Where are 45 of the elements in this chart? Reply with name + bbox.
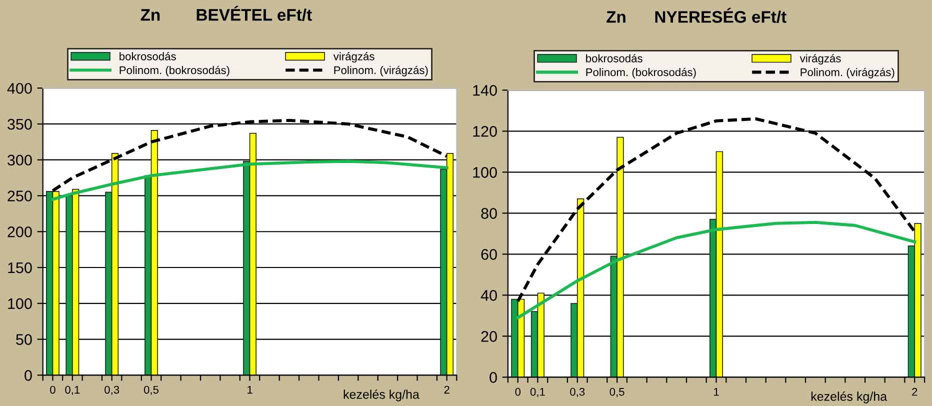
y-tick-label: 100 xyxy=(8,298,32,310)
y-tick-label: 80 xyxy=(481,208,497,219)
legend-label: virágzás xyxy=(800,54,841,65)
y-tick-label: 100 xyxy=(473,167,497,178)
y-tick-label: 0 xyxy=(490,372,497,383)
x-tick-label: 0,5 xyxy=(610,388,624,398)
chart-title: Zn xyxy=(606,11,626,23)
y-tick-label: 120 xyxy=(473,126,497,137)
y-tick-label: 40 xyxy=(480,290,497,301)
x-tick-label: 0 xyxy=(515,388,521,396)
legend-label: Polinom. (virágzás) xyxy=(334,66,428,76)
legend-label: virágzás xyxy=(333,52,374,63)
y-tick-label: 300 xyxy=(8,154,32,166)
chart-subtitle: BEVÉTEL eFt/t xyxy=(196,6,312,21)
x-tick-label: 0,1 xyxy=(65,386,80,396)
x-tick-label: 0 xyxy=(50,386,56,394)
y-tick-label: 20 xyxy=(481,331,497,342)
legend-label: bokrosodás xyxy=(586,54,642,62)
x-axis-title: kezelés kg/ha xyxy=(344,389,420,402)
y-tick-label: 0 xyxy=(24,370,32,381)
x-tick-label: 0,3 xyxy=(104,386,120,396)
x-tick-label: 1 xyxy=(714,388,719,396)
y-tick-label: 60 xyxy=(481,249,497,260)
line-series xyxy=(51,160,448,201)
line-series xyxy=(516,220,916,320)
y-tick-label: 200 xyxy=(8,226,32,238)
x-tick-label: 0,5 xyxy=(144,386,159,396)
legend-label: bokrosodás xyxy=(120,52,176,60)
x-axis-title: kezelés kg/ha xyxy=(811,392,888,404)
chart-subtitle: NYERESÉG eFt/t xyxy=(655,8,786,24)
chart-title: Zn xyxy=(140,9,160,21)
x-tick-label: 0,3 xyxy=(570,388,585,398)
legend-label: Polinom. (bokrosodás) xyxy=(586,68,696,78)
legend-label: Polinom. (bokrosodás) xyxy=(120,66,230,76)
legend-label: Polinom. (virágzás) xyxy=(800,68,894,78)
x-tick-label: 0,1 xyxy=(530,388,545,398)
x-tick-label: 1 xyxy=(248,386,252,394)
y-tick-label: 150 xyxy=(8,262,32,274)
y-tick-label: 350 xyxy=(8,118,32,130)
y-tick-label: 400 xyxy=(7,82,32,94)
x-tick-label: 2 xyxy=(444,386,450,394)
y-tick-label: 50 xyxy=(16,334,32,345)
y-tick-label: 250 xyxy=(8,190,32,202)
x-tick-label: 2 xyxy=(912,388,918,396)
y-tick-label: 140 xyxy=(473,85,497,96)
